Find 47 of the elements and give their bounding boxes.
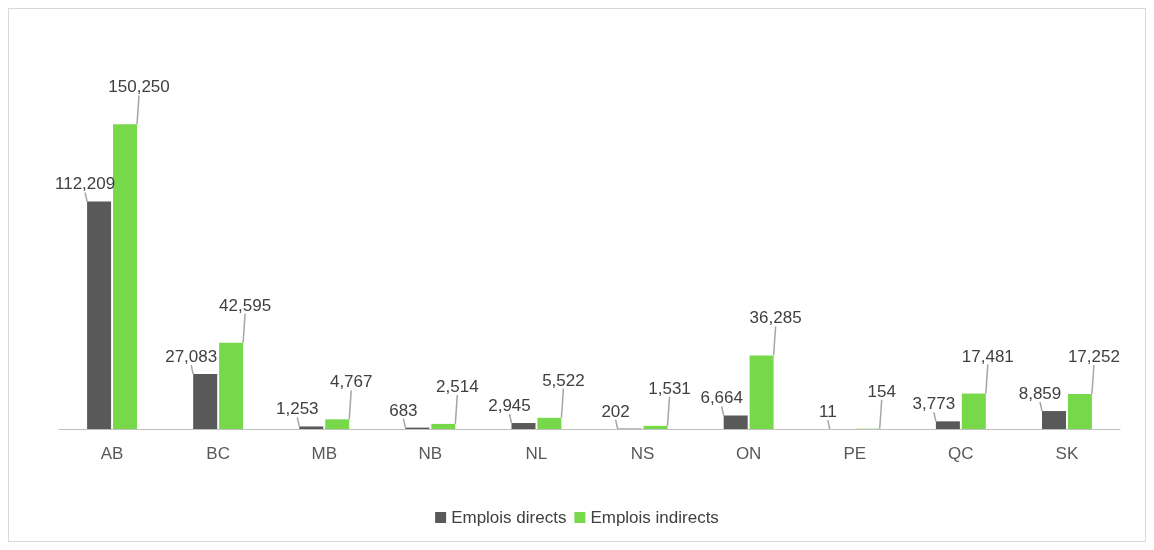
x-tick-label: NS (630, 444, 655, 463)
data-label: 1,253 (276, 399, 319, 419)
bar (299, 426, 324, 429)
data-label: 36,285 (749, 308, 802, 328)
data-label: 27,083 (165, 347, 218, 367)
bar (431, 423, 456, 429)
bar (749, 355, 774, 429)
x-tick-label: BC (206, 444, 230, 463)
data-label: 683 (389, 400, 418, 420)
bar (113, 124, 138, 429)
bar (219, 342, 244, 429)
data-label: 3,773 (912, 394, 956, 414)
data-label: 202 (601, 401, 630, 421)
x-tick-label: NL (525, 444, 548, 463)
data-label: 5,522 (542, 370, 585, 390)
bar (1067, 394, 1092, 429)
x-tick-label: AB (100, 444, 124, 463)
data-label: 17,481 (961, 346, 1014, 366)
bar (961, 393, 986, 429)
x-tick-label: PE (843, 444, 867, 463)
data-label: 1,531 (648, 378, 691, 398)
x-tick-label: NB (418, 444, 443, 463)
legend-label: Emplois indirects (590, 508, 719, 527)
bar (537, 417, 562, 429)
data-label: 42,595 (219, 295, 272, 315)
data-label: 154 (867, 381, 896, 401)
bar (87, 201, 112, 429)
x-tick-label: MB (311, 444, 337, 463)
data-label: 6,664 (700, 388, 743, 408)
x-tick-label: QC (948, 444, 974, 463)
data-label: 8,859 (1018, 384, 1062, 404)
x-tick-label: SK (1055, 444, 1079, 463)
data-label: 4,767 (329, 372, 373, 392)
legend-label: Emplois directs (451, 508, 567, 527)
data-label: 150,250 (108, 77, 170, 97)
bar (325, 419, 350, 429)
bar (193, 374, 218, 429)
data-label: 17,252 (1067, 347, 1120, 367)
data-label: 2,514 (436, 376, 479, 396)
data-label: 11 (818, 401, 837, 421)
bar (1041, 411, 1066, 429)
bar (511, 423, 536, 429)
bar (723, 415, 748, 429)
data-label: 2,945 (488, 396, 531, 416)
x-tick-label: ON (735, 444, 762, 463)
bar (935, 421, 960, 429)
bar (643, 425, 668, 429)
